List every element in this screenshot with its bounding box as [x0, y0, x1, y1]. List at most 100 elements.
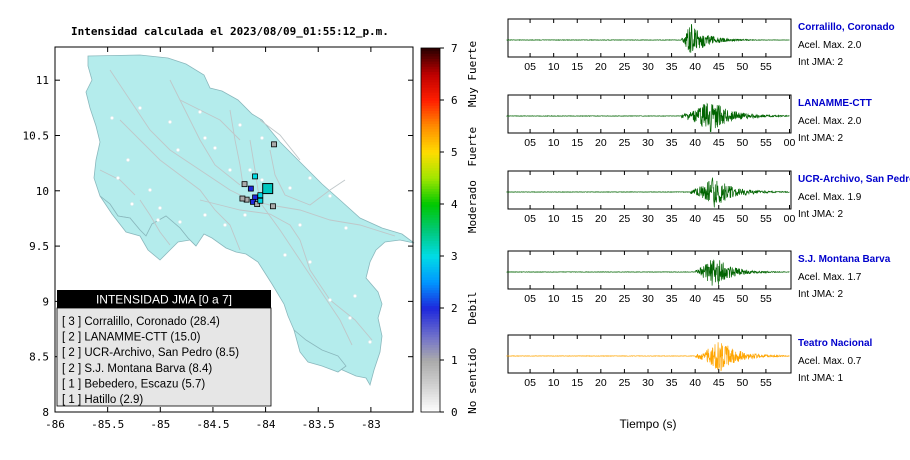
waveform-tick-label: 15 — [571, 61, 583, 73]
colorbar-band — [421, 58, 440, 62]
waveform-tick-label: 45 — [713, 137, 725, 149]
colorbar-band — [421, 360, 440, 364]
colorbar-category-label: Fuerte — [466, 127, 479, 167]
colorbar-band — [421, 71, 440, 75]
waveform-tick-label: 30 — [642, 213, 654, 225]
colorbar-band — [421, 89, 440, 93]
colorbar-band — [421, 269, 440, 273]
map-x-tick-label: -83.5 — [302, 418, 335, 431]
waveform-tick-label: 05 — [524, 377, 536, 389]
network-dot — [168, 120, 172, 124]
colorbar-band — [421, 347, 440, 351]
network-dot — [138, 106, 142, 110]
colorbar-band — [421, 66, 440, 70]
colorbar-band — [421, 256, 440, 260]
colorbar-band — [421, 61, 440, 65]
station-jma-intensity: Int JMA: 2 — [798, 57, 843, 68]
colorbar-category-label: Muy Fuerte — [466, 41, 479, 107]
colorbar-band — [421, 81, 440, 85]
colorbar-band — [421, 113, 440, 117]
waveform-tick-label: 35 — [666, 213, 678, 225]
network-dot — [203, 136, 207, 140]
colorbar-band — [421, 339, 440, 343]
colorbar-band — [421, 302, 440, 306]
colorbar-band — [421, 139, 440, 143]
colorbar-band — [421, 206, 440, 210]
colorbar-band — [421, 149, 440, 153]
waveform-tick-label: 25 — [619, 61, 631, 73]
station-name: LANAMME-CTT — [798, 98, 872, 109]
waveform-tick-label: 55 — [760, 293, 772, 305]
colorbar-band — [421, 336, 440, 340]
colorbar-band — [421, 235, 440, 239]
network-dot — [110, 116, 114, 120]
waveform-tick-label: 35 — [666, 377, 678, 389]
colorbar-band — [421, 131, 440, 135]
waveform-panels: 05 10 15 20 25 30 35 40 45 50 55 Corralillo, Corona… — [506, 18, 910, 389]
map-x-axis: -86 -85.5 -85 -84.5 -84 -83.5 -83 — [45, 47, 381, 431]
waveform-tick-label: 15 — [571, 137, 583, 149]
colorbar-band — [421, 180, 440, 184]
colorbar-band — [421, 162, 440, 166]
colorbar-band — [421, 391, 440, 395]
colorbar-band — [421, 211, 440, 215]
waveform-tick-label: 25 — [619, 377, 631, 389]
network-dot — [283, 253, 287, 257]
colorbar-band — [421, 105, 440, 109]
colorbar-tick-label: 0 — [451, 406, 458, 419]
waveform-tick-label: 55 — [760, 377, 772, 389]
colorbar-tick-label: 3 — [451, 250, 458, 263]
colorbar-band — [421, 227, 440, 231]
station-marker — [270, 203, 276, 210]
network-dot — [126, 158, 130, 162]
colorbar-band — [421, 175, 440, 179]
network-dot — [348, 316, 352, 320]
colorbar-band — [421, 48, 440, 52]
map-x-tick-label: -85 — [150, 418, 170, 431]
colorbar-band — [421, 123, 440, 127]
seismic-network-dots — [110, 106, 372, 344]
epicenter-marker — [262, 183, 274, 195]
waveform-tick-label: 25 — [619, 137, 631, 149]
station-name: UCR-Archivo, San Pedro — [798, 174, 910, 185]
intensity-list-item: [ 3 ] Corralillo, Coronado (28.4) — [62, 316, 220, 328]
colorbar-band — [421, 204, 440, 208]
colorbar-band — [421, 157, 440, 161]
station-jma-intensity: Int JMA: 2 — [798, 209, 843, 220]
colorbar-band — [421, 380, 440, 384]
colorbar-tick-label: 7 — [451, 42, 458, 55]
colorbar-band — [421, 401, 440, 405]
station-markers — [239, 141, 277, 210]
colorbar-band — [421, 375, 440, 379]
waveform-tick-label: 40 — [689, 61, 701, 73]
intensity-box-title: INTENSIDAD JMA [0 a 7] — [96, 293, 232, 307]
station-max-accel: Acel. Max. 2.0 — [798, 116, 862, 127]
waveform-tick-label: 10 — [548, 61, 560, 73]
colorbar-band — [421, 118, 440, 122]
colorbar-band — [421, 84, 440, 88]
network-dot — [130, 202, 134, 206]
colorbar-band — [421, 261, 440, 265]
colorbar-band — [421, 305, 440, 309]
intensity-list: [ 3 ] Corralillo, Coronado (28.4) [ 2 ] L… — [62, 316, 239, 406]
colorbar-band — [421, 313, 440, 317]
colorbar-band — [421, 365, 440, 369]
colorbar-band — [421, 341, 440, 345]
intensity-colorbar: 0 1 2 3 4 5 6 7 No sentido Debil Moderado Fuerte Mu… — [420, 41, 479, 419]
waveform-tick-label: 15 — [571, 213, 583, 225]
colorbar-band — [421, 282, 440, 286]
waveform-tick-label: 50 — [736, 213, 748, 225]
colorbar-band — [421, 253, 440, 257]
colorbar-band — [421, 321, 440, 325]
colorbar-band — [421, 115, 440, 119]
colorbar-band — [421, 87, 440, 91]
waveform-tick-label: 20 — [595, 213, 607, 225]
colorbar-band — [421, 232, 440, 236]
colorbar-band — [421, 159, 440, 163]
waveform-trace — [506, 102, 790, 133]
network-dot — [288, 186, 292, 190]
waveform-tick-label: 20 — [595, 137, 607, 149]
colorbar-band — [421, 308, 440, 312]
waveform-frame — [507, 94, 792, 134]
network-dot — [353, 294, 357, 298]
